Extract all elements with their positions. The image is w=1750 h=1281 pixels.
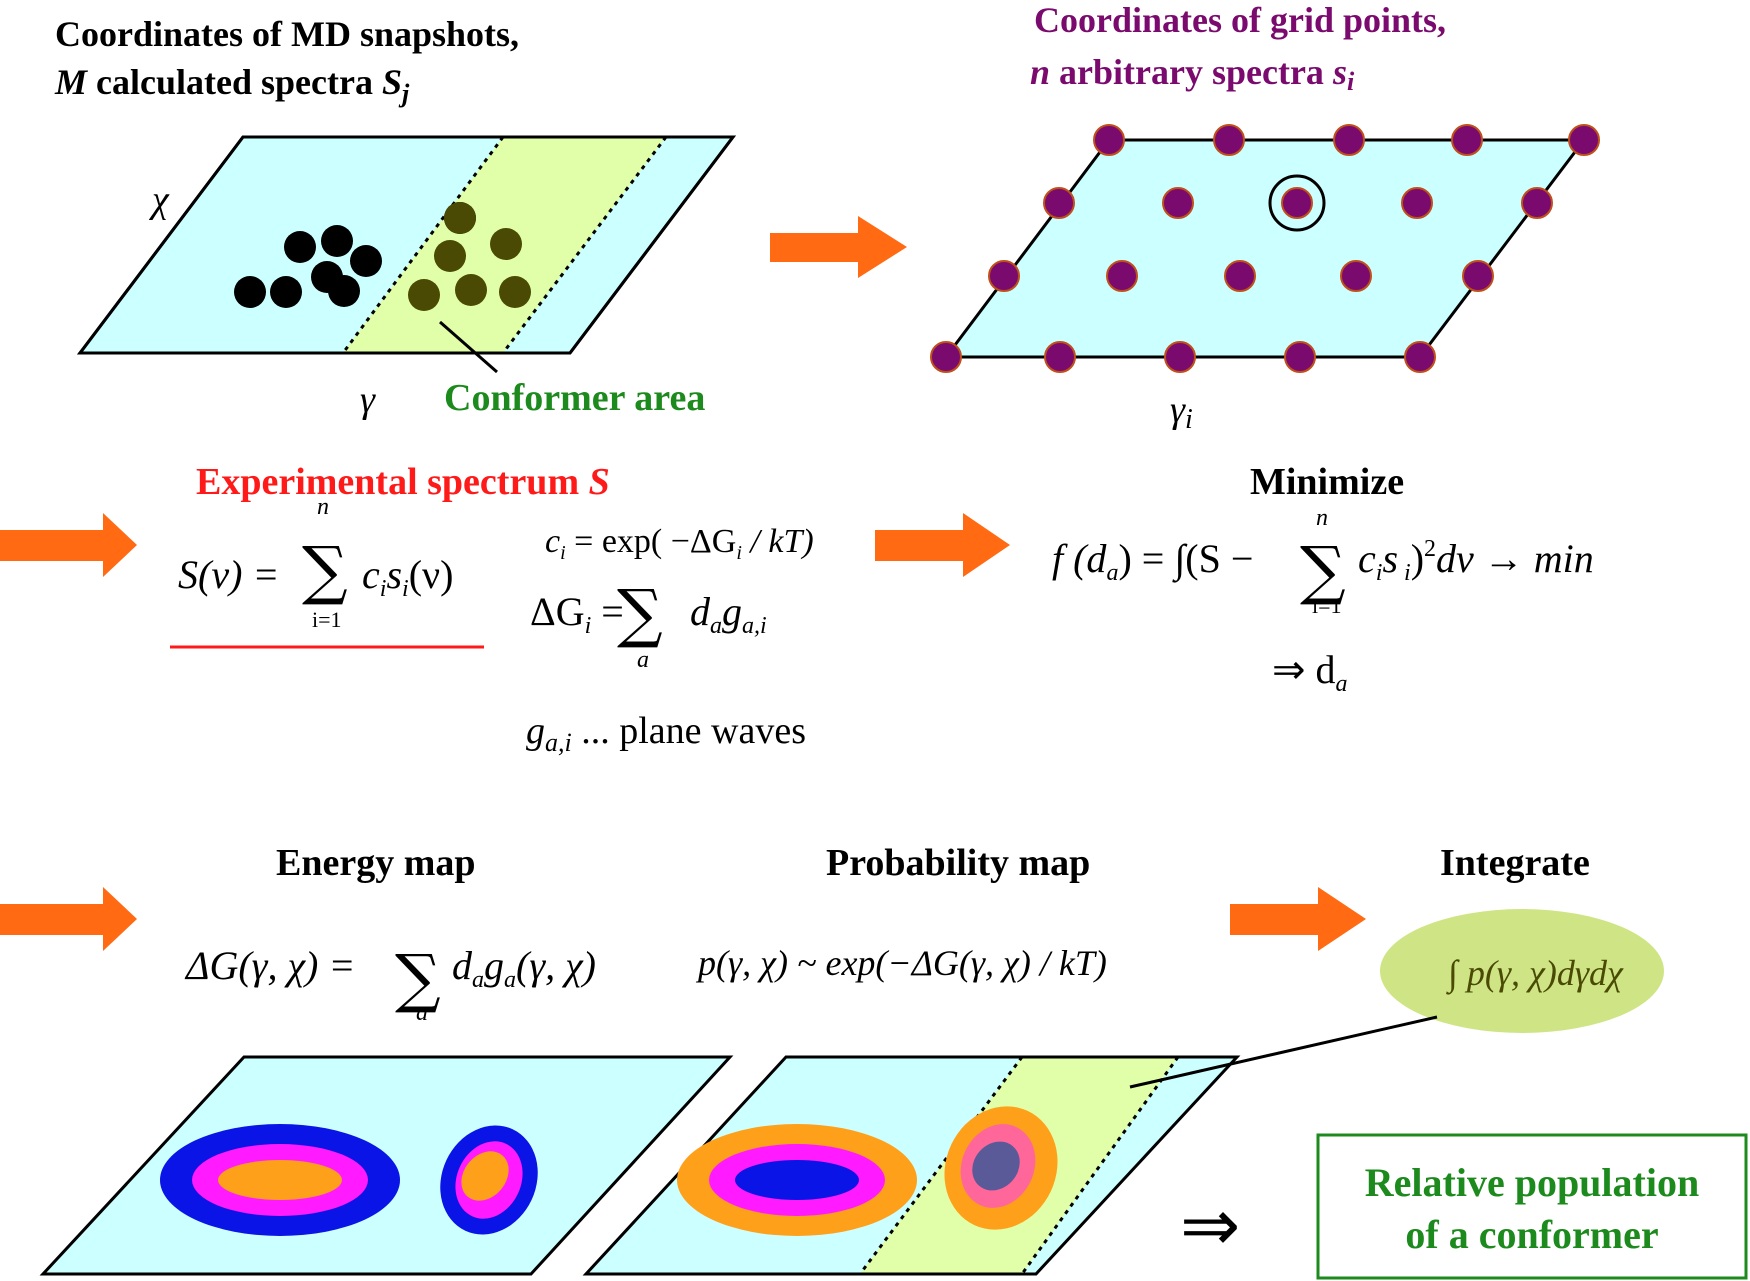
energy-contour-inner-2 [461,1151,509,1201]
snapshot-point [321,225,353,257]
implies-da: ⇒ da [1272,647,1348,697]
md-axis-chi: χ [148,179,170,221]
energy-map-panel [39,1055,734,1276]
conformer-area-label: Conformer area [444,377,705,419]
minimize-label: Minimize [1250,461,1404,503]
probability-contour-inner-2 [972,1141,1020,1191]
result-box [1316,1133,1748,1280]
sum-sign-s: ∑ [302,534,348,608]
grid-point [1164,341,1196,373]
md-snapshots-panel [76,135,737,374]
integral-ellipse [1380,909,1664,1033]
sum-sign-f: ∑ [1300,534,1346,608]
conformer-point [455,274,487,306]
sum-bottom-a-2: a [416,1000,428,1026]
equation-energy-lhs: ΔG(γ, χ) = [184,943,355,988]
grid-point [1404,341,1436,373]
sum-bottom-i1-2: i=1 [1312,593,1342,618]
md-title-line1: Coordinates of MD snapshots, [55,14,519,54]
experimental-spectrum-label: Experimental spectrum S [196,461,610,503]
grid-point [1462,260,1494,292]
probability-map-panel [582,1055,1241,1276]
sum-top-n-2: n [1316,505,1328,531]
grid-point [1043,187,1075,219]
grid-point [1093,124,1125,156]
grid-point [1281,187,1313,219]
implies-arrow-icon: ⇒ [1180,1186,1240,1266]
result-line2: of a conformer [1405,1212,1658,1257]
highlighted-grid-point-ring [1268,174,1326,232]
grid-point [1333,124,1365,156]
sum-bottom-i1-1: i=1 [312,607,342,632]
grid-point [1568,124,1600,156]
arrow-right-icon [0,887,137,951]
grid-point [1401,187,1433,219]
grid-title-line2: n arbitrary spectra si [1030,52,1355,96]
plane-waves-note: ga,i ... plane waves [526,710,806,757]
equation-delta-gi: ΔGi = [530,589,624,639]
integral-pointer-line [1129,1015,1438,1089]
equation-energy-rhs: daga(γ, χ) [452,943,596,993]
snapshot-point [270,276,302,308]
sum-top-n-1: n [317,494,329,520]
grid-plane [942,138,1588,359]
equation-f-lhs: f (da) = ∫(S − [1052,536,1253,586]
integrate-label: Integrate [1440,842,1590,884]
equation-s-of-nu: S(ν) = [178,552,279,597]
grid-point [1044,341,1076,373]
grid-points [930,124,1600,373]
result-line1: Relative population [1365,1160,1699,1205]
conformer-point [434,240,466,272]
conformer-point [444,202,476,234]
probability-map-label: Probability map [826,842,1090,884]
grid-point [1106,260,1138,292]
arrow-right-icon [770,216,907,278]
probability-contour-inner [735,1160,859,1200]
snapshot-point [350,245,382,277]
grid-point [930,341,962,373]
sum-sign-energy: ∑ [395,942,441,1016]
conformer-boundary-right [501,136,668,354]
grid-point [1162,187,1194,219]
conformer-points [408,202,531,311]
grid-points-panel [930,124,1600,373]
equation-delta-gi-rhs: daga,i [690,589,767,639]
grid-axis-gamma: γi [1170,389,1193,435]
snapshot-point [284,231,316,263]
grid-point [1213,124,1245,156]
grid-point [1451,124,1483,156]
sum-bottom-a-1: a [637,647,649,673]
conformer-point [408,279,440,311]
conformer-point [499,276,531,308]
energy-map-label: Energy map [276,842,476,884]
grid-point [1224,260,1256,292]
md-title-line2: M calculated spectra Sj [54,62,410,108]
grid-title-line1: Coordinates of grid points, [1034,0,1446,40]
equation-probability: p(γ, χ) ~ exp(−ΔG(γ, χ) / kT) [695,943,1107,983]
conformer-pointer-line [439,320,498,374]
equation-s-rhs: cisi(ν) [362,552,453,602]
probability-boundary-left [858,1056,1024,1275]
md-axis-gamma: γ [360,379,376,421]
arrow-right-icon [1230,887,1366,951]
grid-point [1340,260,1372,292]
conformer-point [490,228,522,260]
equation-f-rhs: cis i)2dν → min [1358,536,1594,586]
equation-integral: ∫ p(γ, χ)dγdχ [1446,953,1624,995]
grid-point [1284,341,1316,373]
energy-contour-inner [218,1160,342,1200]
grid-point [1521,187,1553,219]
snapshot-point [234,276,266,308]
grid-point [988,260,1020,292]
snapshot-point [328,275,360,307]
equation-ci: ci = exp( −ΔGi / kT) [545,523,814,564]
arrow-right-icon [875,513,1010,577]
arrow-right-icon [0,513,137,577]
sum-sign-dg: ∑ [617,577,663,651]
